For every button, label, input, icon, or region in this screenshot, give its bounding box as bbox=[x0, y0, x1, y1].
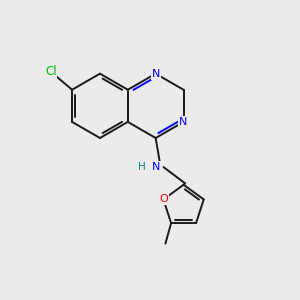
Text: H: H bbox=[138, 161, 146, 172]
Text: Cl: Cl bbox=[45, 65, 56, 78]
Text: N: N bbox=[179, 117, 188, 127]
Text: O: O bbox=[159, 194, 168, 204]
Text: N: N bbox=[152, 162, 160, 172]
Text: N: N bbox=[152, 69, 160, 79]
